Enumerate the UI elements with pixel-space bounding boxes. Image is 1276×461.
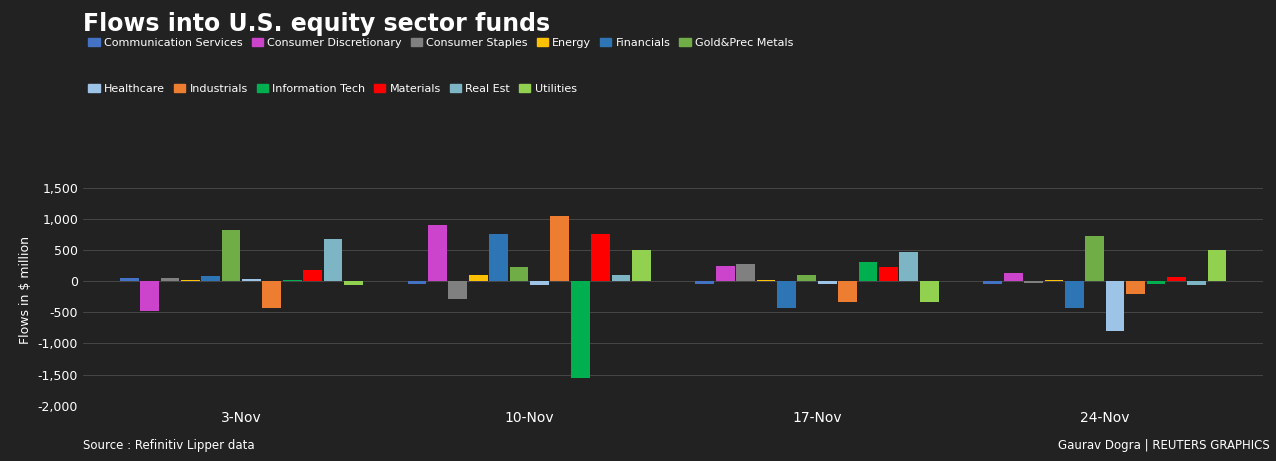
- Legend: Healthcare, Industrials, Information Tech, Materials, Real Est, Utilities: Healthcare, Industrials, Information Tec…: [88, 84, 577, 94]
- Bar: [632, 250, 651, 281]
- Bar: [489, 234, 508, 281]
- Bar: [448, 281, 467, 299]
- Bar: [304, 271, 322, 281]
- Bar: [736, 264, 755, 281]
- Y-axis label: Flows in $ million: Flows in $ million: [19, 236, 32, 344]
- Bar: [1127, 281, 1145, 294]
- Bar: [757, 280, 776, 281]
- Bar: [222, 230, 240, 281]
- Bar: [283, 280, 301, 281]
- Bar: [859, 262, 878, 281]
- Bar: [1207, 250, 1226, 281]
- Bar: [1086, 236, 1104, 281]
- Bar: [1187, 281, 1206, 285]
- Bar: [611, 275, 630, 281]
- Bar: [838, 281, 857, 301]
- Bar: [345, 281, 362, 284]
- Bar: [427, 225, 447, 281]
- Bar: [570, 281, 590, 378]
- Bar: [140, 281, 160, 311]
- Text: Source : Refinitiv Lipper data: Source : Refinitiv Lipper data: [83, 439, 255, 452]
- Bar: [1025, 281, 1042, 283]
- Bar: [716, 266, 735, 281]
- Bar: [984, 281, 1002, 284]
- Bar: [509, 267, 528, 281]
- Bar: [242, 279, 260, 281]
- Bar: [1106, 281, 1124, 331]
- Bar: [920, 281, 939, 301]
- Bar: [591, 234, 610, 281]
- Bar: [550, 216, 569, 281]
- Bar: [530, 281, 549, 285]
- Bar: [1065, 281, 1083, 308]
- Bar: [1166, 278, 1185, 281]
- Bar: [1045, 280, 1063, 281]
- Bar: [695, 281, 715, 284]
- Bar: [1147, 281, 1165, 284]
- Bar: [120, 278, 139, 281]
- Bar: [181, 280, 199, 281]
- Bar: [407, 281, 426, 284]
- Bar: [202, 276, 219, 281]
- Bar: [263, 281, 281, 308]
- Bar: [1004, 273, 1022, 281]
- Bar: [879, 267, 898, 281]
- Text: Flows into U.S. equity sector funds: Flows into U.S. equity sector funds: [83, 12, 550, 35]
- Bar: [798, 275, 817, 281]
- Bar: [818, 281, 837, 284]
- Bar: [161, 278, 180, 281]
- Bar: [468, 275, 487, 281]
- Text: Gaurav Dogra | REUTERS GRAPHICS: Gaurav Dogra | REUTERS GRAPHICS: [1058, 439, 1270, 452]
- Bar: [324, 239, 342, 281]
- Bar: [777, 281, 796, 308]
- Bar: [900, 252, 919, 281]
